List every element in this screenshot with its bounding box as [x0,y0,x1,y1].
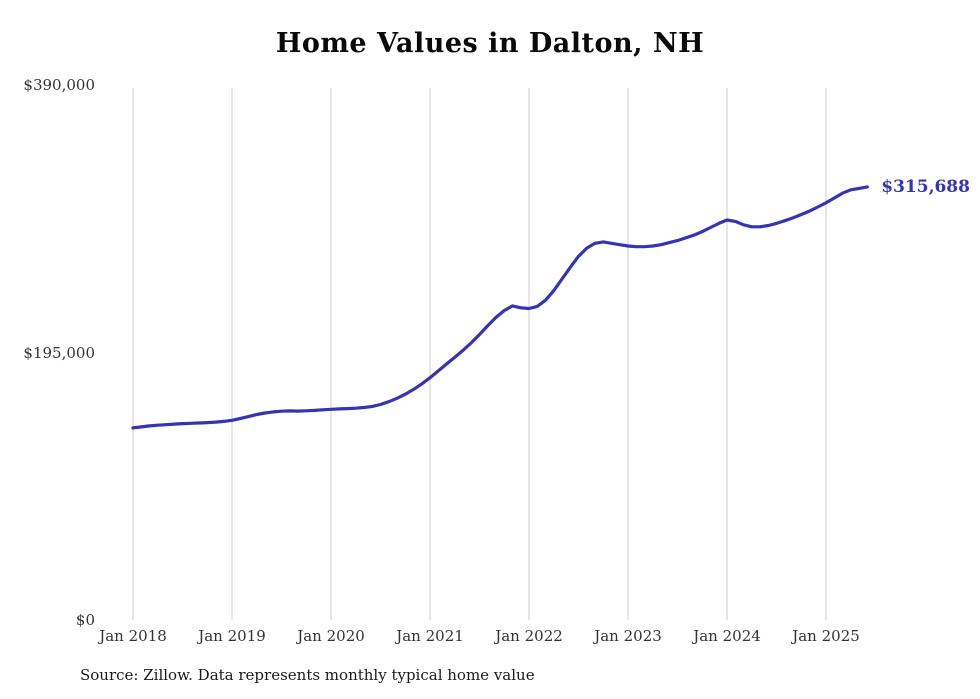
x-axis-tick-label: Jan 2020 [297,627,365,645]
x-axis-tick-label: Jan 2025 [792,627,860,645]
x-axis-tick-label: Jan 2023 [594,627,662,645]
home-value-line [131,185,869,430]
source-note: Source: Zillow. Data represents monthly … [80,666,535,684]
x-axis-tick-label: Jan 2024 [693,627,761,645]
x-axis-tick-label: Jan 2019 [198,627,266,645]
chart-title: Home Values in Dalton, NH [275,28,705,59]
x-axis-tick-label: Jan 2018 [99,627,167,645]
current-value-label: $315,688 [881,176,970,197]
y-axis-tick-label: $390,000 [23,76,95,94]
y-axis-tick-label: $195,000 [23,343,95,362]
x-axis-tick-label: Jan 2021 [396,627,464,645]
x-axis-tick-label: Jan 2022 [495,627,563,645]
y-axis-tick-label: $0 [75,611,95,629]
